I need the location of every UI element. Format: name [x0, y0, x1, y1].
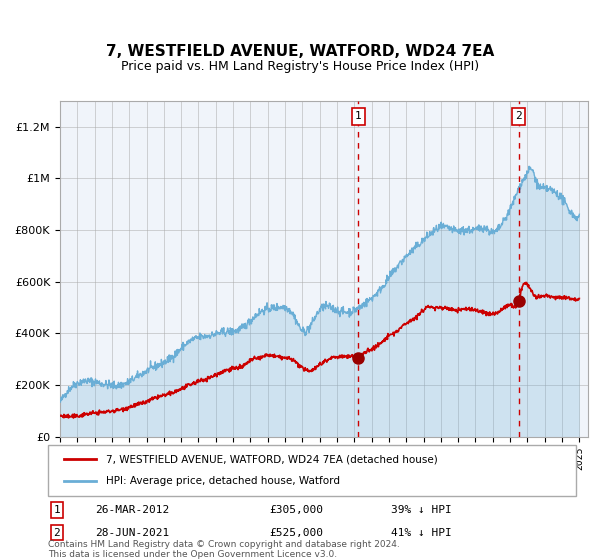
- Text: £525,000: £525,000: [270, 528, 324, 538]
- FancyBboxPatch shape: [48, 445, 576, 496]
- Text: 7, WESTFIELD AVENUE, WATFORD, WD24 7EA: 7, WESTFIELD AVENUE, WATFORD, WD24 7EA: [106, 44, 494, 59]
- Text: HPI: Average price, detached house, Watford: HPI: Average price, detached house, Watf…: [106, 477, 340, 487]
- Text: 41% ↓ HPI: 41% ↓ HPI: [391, 528, 452, 538]
- Text: 28-JUN-2021: 28-JUN-2021: [95, 528, 170, 538]
- Text: 1: 1: [355, 111, 362, 122]
- Text: Price paid vs. HM Land Registry's House Price Index (HPI): Price paid vs. HM Land Registry's House …: [121, 60, 479, 73]
- Text: Contains HM Land Registry data © Crown copyright and database right 2024.
This d: Contains HM Land Registry data © Crown c…: [48, 540, 400, 559]
- Text: 39% ↓ HPI: 39% ↓ HPI: [391, 505, 452, 515]
- Text: 7, WESTFIELD AVENUE, WATFORD, WD24 7EA (detached house): 7, WESTFIELD AVENUE, WATFORD, WD24 7EA (…: [106, 454, 438, 464]
- Text: 26-MAR-2012: 26-MAR-2012: [95, 505, 170, 515]
- Text: 1: 1: [53, 505, 60, 515]
- Text: £305,000: £305,000: [270, 505, 324, 515]
- Text: 2: 2: [515, 111, 522, 122]
- Text: 2: 2: [53, 528, 60, 538]
